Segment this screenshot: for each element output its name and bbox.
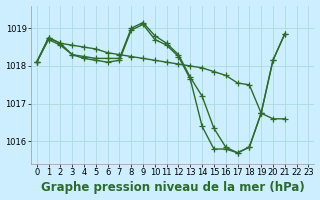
X-axis label: Graphe pression niveau de la mer (hPa): Graphe pression niveau de la mer (hPa) <box>41 181 304 194</box>
